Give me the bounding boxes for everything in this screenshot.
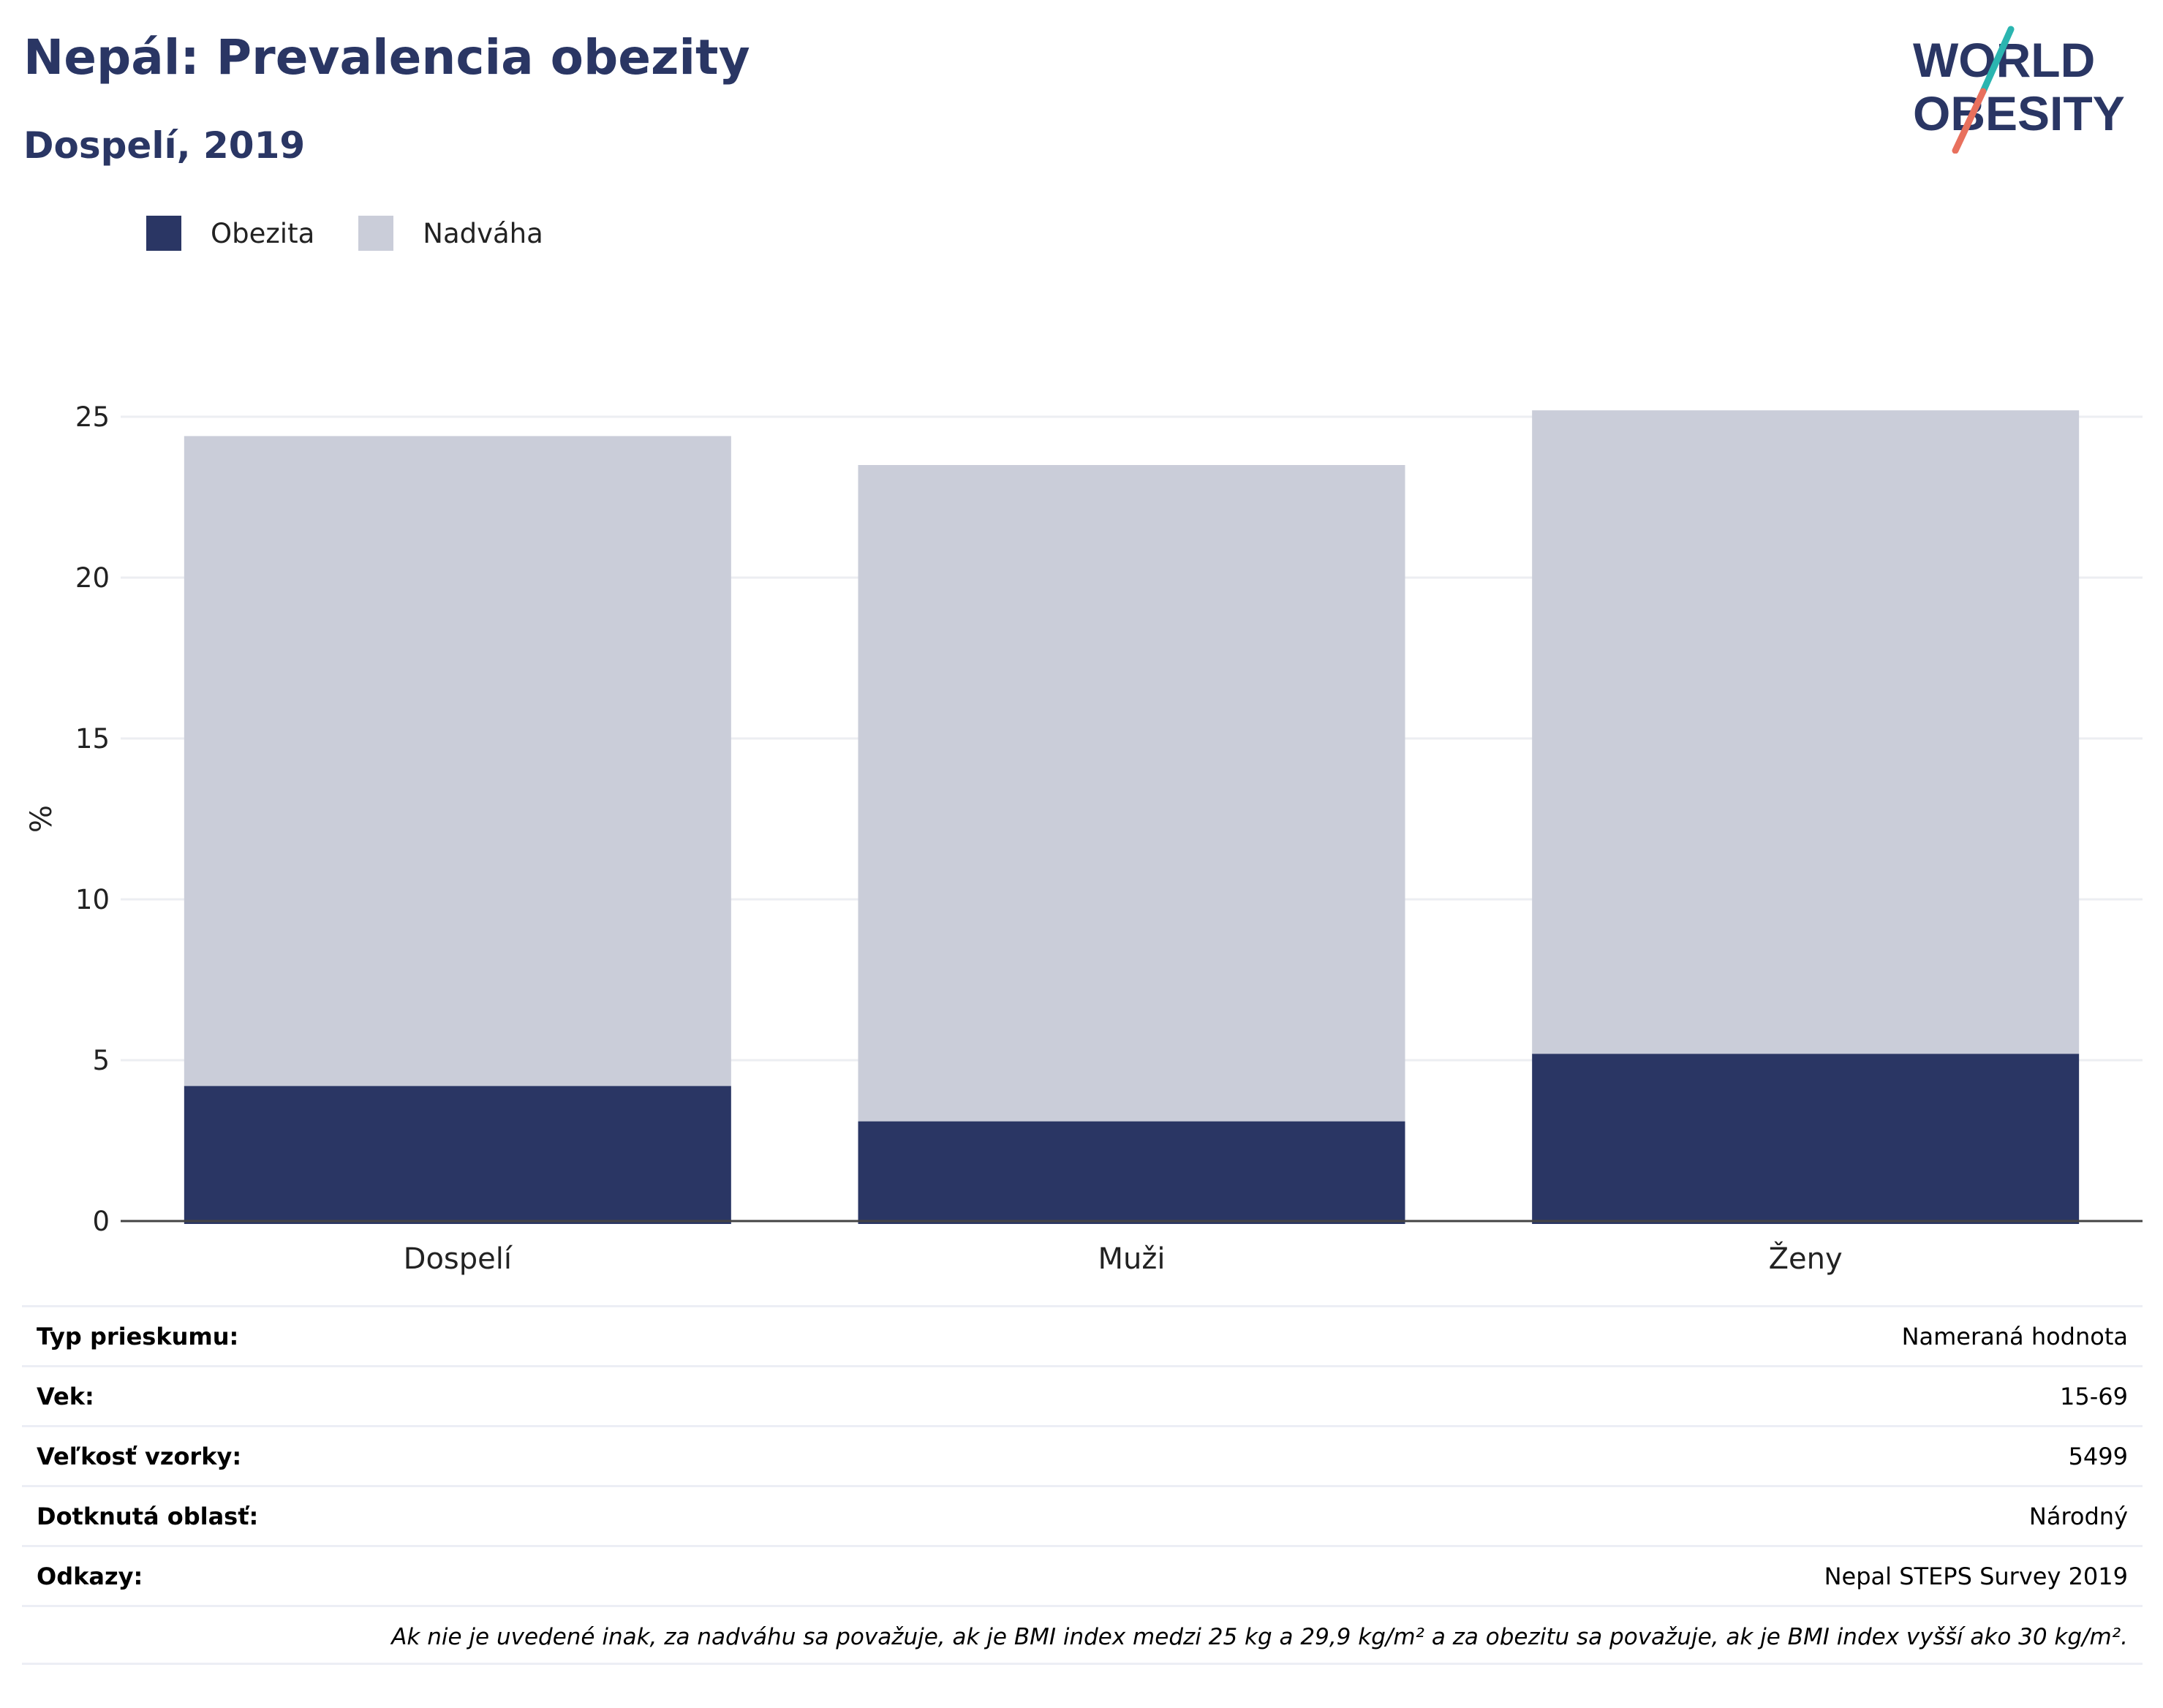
info-row-references: Odkazy: Nepal STEPS Survey 2019 — [22, 1545, 2143, 1605]
legend-swatch-obezita — [146, 216, 181, 251]
x-tick-label: Ženy — [1769, 1241, 1843, 1276]
legend-swatch-nadvaha — [358, 216, 394, 251]
info-key: Veľkosť vzorky: — [37, 1442, 242, 1470]
y-tick-label: 15 — [75, 723, 110, 755]
x-tick-label: Dospelí — [404, 1242, 513, 1276]
y-tick-label: 25 — [75, 401, 110, 433]
legend-label-obezita: Obezita — [211, 217, 315, 249]
y-tick-label: 5 — [92, 1045, 110, 1076]
info-row-area: Dotknutá oblasť: Národný — [22, 1485, 2143, 1545]
y-tick-label: 10 — [75, 884, 110, 915]
bar-nadvaha — [1532, 410, 2080, 1054]
info-value: 5499 — [2068, 1442, 2128, 1470]
legend-label-nadvaha: Nadváha — [423, 217, 543, 249]
info-key: Dotknutá oblasť: — [37, 1502, 259, 1530]
info-row-age: Vek: 15-69 — [22, 1365, 2143, 1425]
chart-subtitle: Dospelí, 2019 — [23, 124, 306, 167]
info-key: Vek: — [37, 1382, 94, 1410]
info-value: Nepal STEPS Survey 2019 — [1824, 1562, 2128, 1590]
bar-obezita — [858, 1121, 1405, 1224]
survey-info-table: Typ prieskumu: Nameraná hodnota Vek: 15-… — [22, 1305, 2143, 1665]
y-axis-label: % — [25, 805, 58, 833]
logo-line2: OBESITY — [1913, 86, 2125, 140]
bar-obezita — [1532, 1054, 2080, 1224]
bar-nadvaha — [858, 465, 1405, 1122]
legend: Obezita Nadváha — [146, 216, 587, 251]
legend-item-nadvaha[interactable]: Nadváha — [358, 216, 543, 251]
info-row-survey-type: Typ prieskumu: Nameraná hodnota — [22, 1305, 2143, 1365]
footnote: Ak nie je uvedené inak, za nadváhu sa po… — [22, 1605, 2143, 1665]
y-tick-label: 0 — [92, 1206, 110, 1237]
info-key: Typ prieskumu: — [37, 1322, 239, 1350]
x-tick-label: Muži — [1098, 1242, 1166, 1276]
legend-item-obezita[interactable]: Obezita — [146, 216, 314, 251]
info-value: 15-69 — [2060, 1382, 2128, 1410]
chart-title: Nepál: Prevalencia obezity — [23, 29, 750, 86]
y-tick-label: 20 — [75, 562, 110, 594]
info-key: Odkazy: — [37, 1562, 143, 1590]
world-obesity-logo: WORLD OBESITY — [1913, 26, 2125, 154]
info-value: Národný — [2028, 1502, 2128, 1530]
bar-obezita — [184, 1086, 731, 1224]
bar-chart: 0 5 10 15 20 25% Dospelí Muži Ženy — [25, 401, 2143, 1276]
info-row-sample-size: Veľkosť vzorky: 5499 — [22, 1425, 2143, 1485]
info-value: Nameraná hodnota — [1901, 1322, 2128, 1350]
bar-nadvaha — [184, 436, 731, 1087]
